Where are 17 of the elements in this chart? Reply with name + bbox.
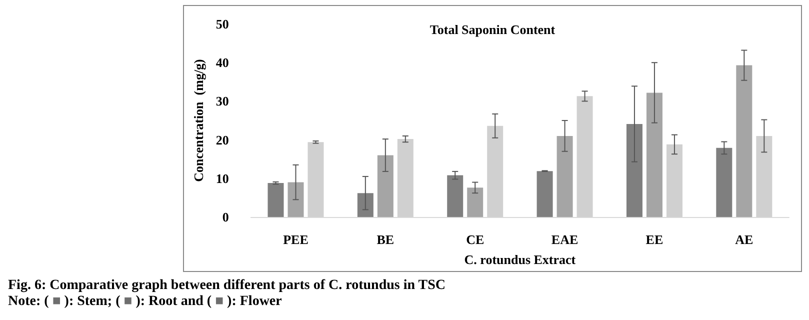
caption: Fig. 6: Comparative graph between different parts of C. rotundus in TSC	[8, 278, 446, 293]
x-tick-label: AE	[735, 232, 754, 247]
y-axis-title: Concentration (mg/g)	[191, 59, 206, 182]
y-tick-label: 50	[216, 16, 229, 32]
x-tick-label: BE	[376, 232, 394, 247]
y-tick-label: 30	[216, 94, 229, 109]
x-tick-label: CE	[466, 232, 484, 247]
y-tick-label: 10	[216, 170, 229, 186]
x-tick-label: EAE	[551, 232, 578, 247]
x-axis-title: C. rotundus Extract	[464, 252, 576, 267]
x-tick-label: PEE	[283, 232, 308, 247]
y-tick-label: 40	[216, 55, 229, 70]
chart-title: Total Saponin Content	[430, 22, 556, 37]
y-tick-label: 20	[216, 132, 229, 148]
text: Note: ( ■ ): Stem; ( ■ ): Root and ( ■ ): Flower	[8, 294, 282, 309]
y-tick-label: 0	[222, 210, 229, 224]
x-tick-label: EE	[646, 232, 664, 247]
